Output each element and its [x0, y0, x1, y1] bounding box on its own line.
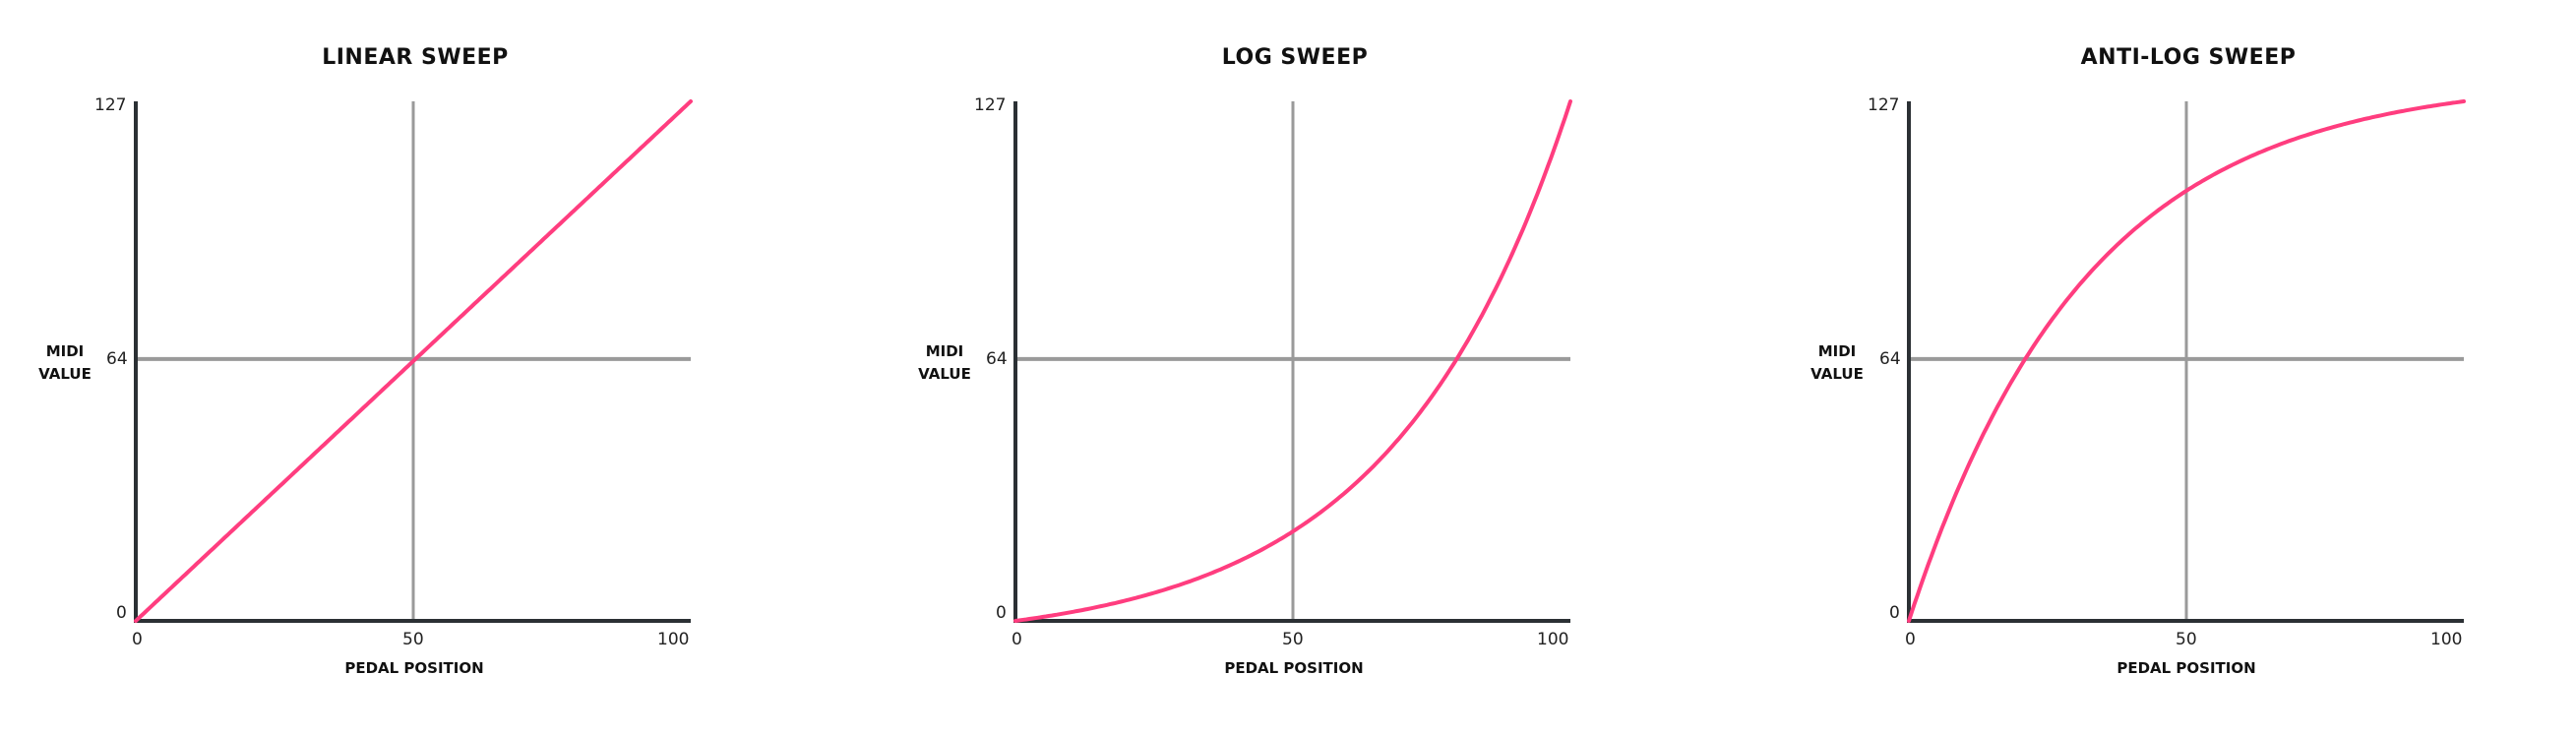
- x-tick-50: 50: [1282, 630, 1304, 649]
- x-tick-50: 50: [402, 630, 424, 649]
- x-tick-0: 0: [132, 630, 143, 649]
- curve-linear: [134, 99, 693, 623]
- x-tick-0: 0: [1012, 630, 1022, 649]
- y-tick-127: 127: [1868, 95, 1900, 115]
- plot-area: [134, 99, 693, 623]
- x-axis-label: PEDAL POSITION: [344, 659, 484, 677]
- x-tick-50: 50: [2176, 630, 2197, 649]
- y-tick-127: 127: [974, 95, 1007, 115]
- y-tick-0: 0: [996, 603, 1007, 623]
- x-axis-label: PEDAL POSITION: [1224, 659, 1364, 677]
- x-tick-100: 100: [657, 630, 690, 649]
- y-tick-127: 127: [94, 95, 127, 115]
- chart-title: ANTI-LOG SWEEP: [2080, 45, 2297, 70]
- x-tick-100: 100: [1537, 630, 1569, 649]
- x-tick-100: 100: [2430, 630, 2463, 649]
- x-axis-label: PEDAL POSITION: [2116, 659, 2256, 677]
- y-tick-64: 64: [1879, 349, 1901, 369]
- plot-area: [1013, 99, 1572, 623]
- y-tick-64: 64: [106, 349, 128, 369]
- chart-log-sweep: LOG SWEEP 127 64 0 MIDI VALUE 0 50 100 PE…: [918, 45, 1572, 677]
- y-axis-label: MIDI VALUE: [918, 342, 971, 383]
- chart-title: LOG SWEEP: [1221, 45, 1369, 70]
- y-tick-0: 0: [116, 603, 127, 623]
- chart-title: LINEAR SWEEP: [322, 45, 509, 70]
- y-tick-0: 0: [1889, 603, 1900, 623]
- curve-anti-log: [1907, 99, 2466, 623]
- x-tick-0: 0: [1905, 630, 1916, 649]
- chart-linear-sweep: LINEAR SWEEP 127 64 0 MIDI VALUE 0 50 100…: [0, 0, 858, 736]
- y-tick-64: 64: [986, 349, 1008, 369]
- curve-log: [1013, 99, 1572, 623]
- y-axis-label: MIDI VALUE: [1810, 342, 1864, 383]
- y-axis-label: MIDI VALUE: [38, 342, 92, 383]
